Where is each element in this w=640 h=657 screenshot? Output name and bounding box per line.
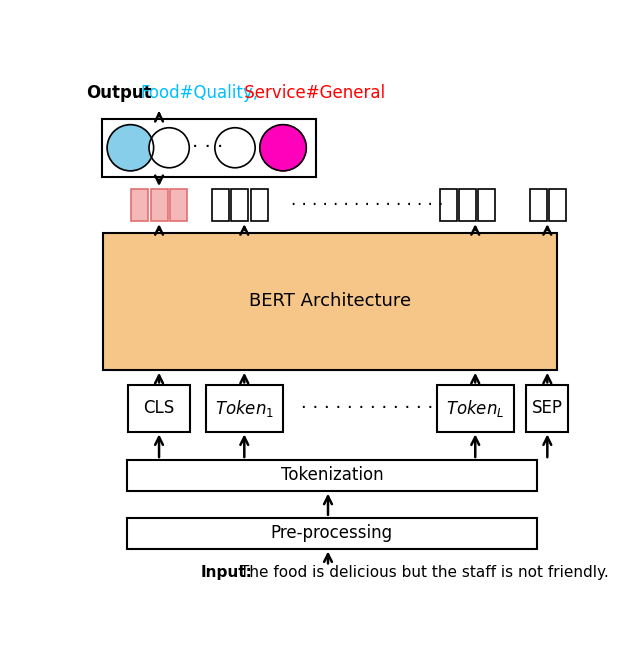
Text: · · ·: · · · xyxy=(192,138,223,157)
Circle shape xyxy=(260,125,307,171)
Text: CLS: CLS xyxy=(143,399,175,417)
Text: $\mathit{Token}_1$: $\mathit{Token}_1$ xyxy=(215,398,274,419)
Bar xyxy=(128,385,190,432)
Text: :: : xyxy=(132,83,143,102)
Text: BERT Architecture: BERT Architecture xyxy=(249,292,411,310)
Text: · · · · · · · · · · · · · · ·: · · · · · · · · · · · · · · · xyxy=(291,196,443,214)
Bar xyxy=(436,385,514,432)
Text: SEP: SEP xyxy=(532,399,563,417)
Bar xyxy=(102,119,316,177)
Circle shape xyxy=(149,127,189,168)
Text: Output: Output xyxy=(86,83,152,102)
Circle shape xyxy=(107,125,154,171)
Bar xyxy=(212,189,229,221)
Bar xyxy=(440,189,457,221)
Bar xyxy=(231,189,248,221)
Text: Service#General: Service#General xyxy=(239,83,385,102)
Bar xyxy=(205,385,283,432)
Bar xyxy=(478,189,495,221)
Bar xyxy=(131,189,148,221)
Bar xyxy=(127,460,537,491)
Text: Food#Quality,: Food#Quality, xyxy=(140,83,259,102)
Bar xyxy=(103,233,557,370)
Bar xyxy=(170,189,187,221)
Text: Pre-processing: Pre-processing xyxy=(271,524,393,542)
Bar xyxy=(549,189,566,221)
Text: Tokenization: Tokenization xyxy=(280,466,383,484)
Text: $\mathit{Token}_L$: $\mathit{Token}_L$ xyxy=(446,398,504,419)
Text: Input:: Input: xyxy=(200,565,252,580)
Bar xyxy=(250,189,268,221)
Bar xyxy=(127,518,537,549)
Circle shape xyxy=(215,127,255,168)
Bar xyxy=(150,189,168,221)
Text: The food is delicious but the staff is not friendly.: The food is delicious but the staff is n… xyxy=(241,565,609,580)
Text: · · · · · · · · · · · ·: · · · · · · · · · · · · xyxy=(301,399,433,417)
Bar xyxy=(529,189,547,221)
Bar xyxy=(527,385,568,432)
Bar xyxy=(459,189,476,221)
